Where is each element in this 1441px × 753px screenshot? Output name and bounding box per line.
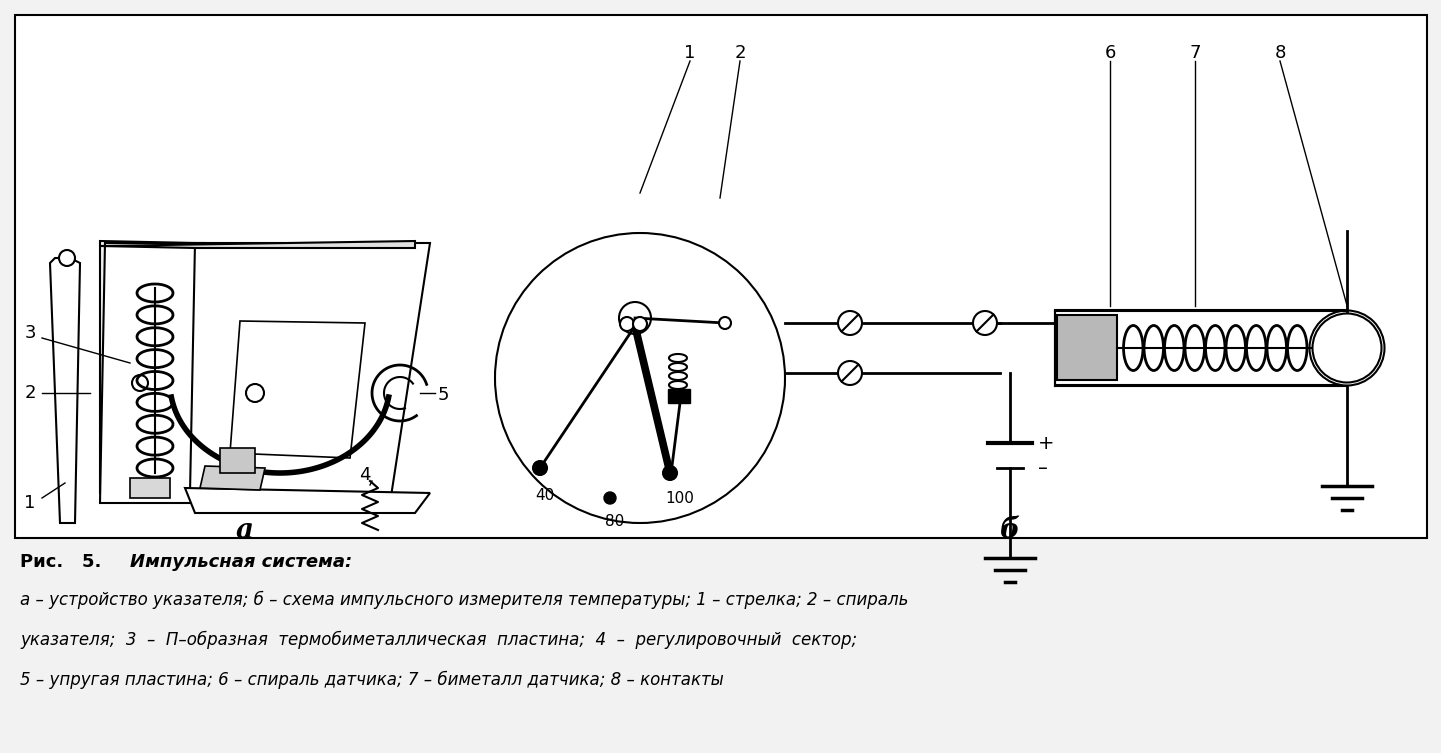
Polygon shape (190, 243, 429, 503)
Circle shape (839, 361, 862, 385)
Text: а – устройство указателя; б – схема импульсного измерителя температуры; 1 – стре: а – устройство указателя; б – схема импу… (20, 591, 908, 609)
Bar (14, 15, 1427, 538)
Bar (130, 478, 170, 498)
Text: 5: 5 (437, 386, 448, 404)
Polygon shape (200, 466, 265, 490)
Text: 2: 2 (24, 384, 36, 402)
Text: 1: 1 (684, 44, 696, 62)
Circle shape (496, 233, 785, 523)
Polygon shape (50, 258, 81, 523)
Polygon shape (99, 241, 415, 248)
Text: 100: 100 (666, 491, 695, 506)
Circle shape (620, 302, 651, 334)
Bar (1055, 310, 1347, 385)
Text: а: а (236, 517, 254, 544)
Text: +: + (1038, 434, 1055, 453)
Polygon shape (99, 241, 195, 493)
Bar (220, 448, 255, 473)
Circle shape (973, 311, 997, 335)
Circle shape (620, 317, 634, 331)
Circle shape (246, 384, 264, 402)
Text: 6: 6 (1104, 44, 1115, 62)
Circle shape (1310, 310, 1385, 386)
Text: 40: 40 (536, 488, 555, 503)
Circle shape (59, 250, 75, 266)
Text: указателя;  3  –  П–образная  термобиметаллическая  пластина;  4  –  регулировоч: указателя; 3 – П–образная термобиметалли… (20, 631, 857, 649)
Polygon shape (184, 248, 415, 498)
Text: 8: 8 (1274, 44, 1285, 62)
Polygon shape (231, 321, 365, 458)
Text: б: б (1000, 517, 1020, 544)
Text: Импульсная система:: Импульсная система: (130, 553, 352, 571)
Bar (669, 389, 690, 403)
Circle shape (633, 317, 647, 331)
Text: 5 – упругая пластина; 6 – спираль датчика; 7 – биметалл датчика; 8 – контакты: 5 – упругая пластина; 6 – спираль датчик… (20, 671, 723, 689)
Text: –: – (1038, 459, 1048, 477)
Text: Рис.   5.: Рис. 5. (20, 553, 108, 571)
Polygon shape (99, 243, 205, 503)
Polygon shape (184, 488, 429, 513)
Circle shape (719, 317, 731, 329)
Text: 1: 1 (24, 494, 36, 512)
Bar (1058, 315, 1117, 380)
Text: 2: 2 (735, 44, 746, 62)
Circle shape (663, 466, 677, 480)
Circle shape (133, 375, 148, 391)
Circle shape (1313, 313, 1382, 383)
Text: 4: 4 (359, 466, 370, 484)
Text: 80: 80 (605, 514, 624, 529)
Text: 7: 7 (1189, 44, 1200, 62)
Circle shape (839, 311, 862, 335)
Text: 3: 3 (24, 324, 36, 342)
Circle shape (533, 461, 548, 475)
Circle shape (604, 492, 615, 504)
